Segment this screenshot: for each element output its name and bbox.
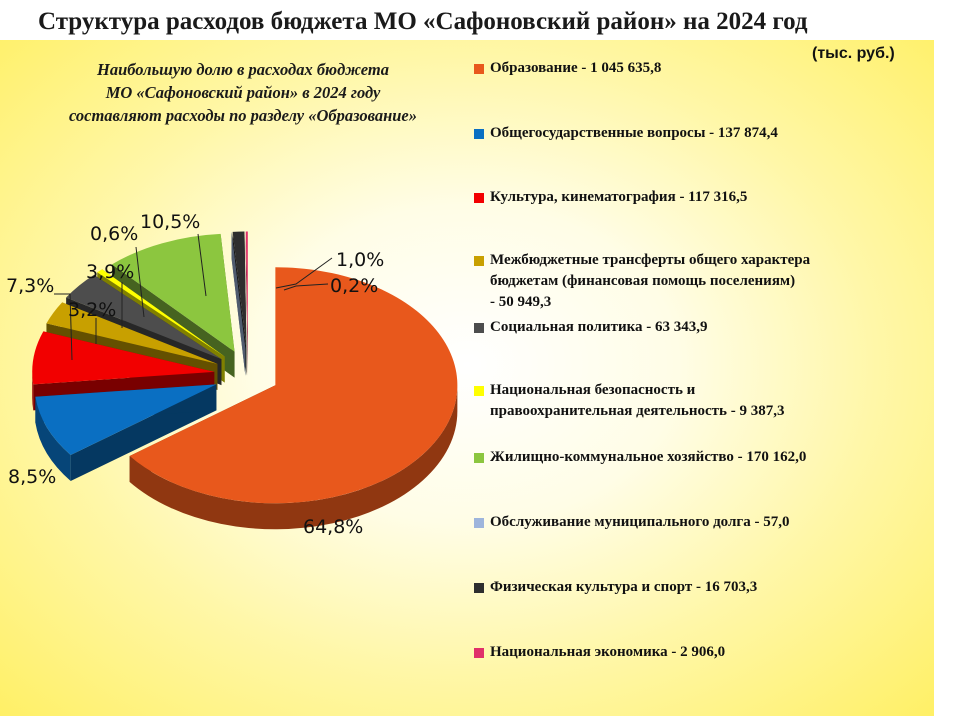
slice-percent-label: 7,3% — [6, 275, 54, 297]
note-line-3: составляют расходы по разделу «Образован… — [68, 106, 417, 125]
legend-item: Образование - 1 045 635,8 — [474, 58, 924, 79]
legend-label: Жилищно-коммунальное хозяйство - 170 162… — [474, 447, 924, 468]
legend-swatch — [474, 518, 484, 528]
pie-slice-top — [111, 233, 235, 352]
note-line-2: МО «Сафоновский район» в 2024 году — [105, 83, 381, 102]
pie-slice-top — [32, 331, 215, 385]
legend-label-line: бюджетам (финансовая помощь поселениям) — [490, 273, 796, 289]
legend-label-line: Межбюджетные трансферты общего характера — [490, 252, 811, 268]
legend-label: Культура, кинематография - 117 316,5 — [474, 187, 924, 208]
legend-label: Физическая культура и спорт - 16 703,3 — [474, 577, 924, 598]
leader-line — [54, 293, 73, 361]
legend-label-line: Культура, кинематография - 117 316,5 — [490, 189, 748, 205]
legend-swatch — [474, 583, 484, 593]
slice-percent-label: 1,0% — [336, 249, 384, 271]
note-line-1: Наибольшую долю в расходах бюджета — [97, 60, 389, 79]
legend-label-line: Образование - 1 045 635,8 — [490, 60, 662, 76]
legend-swatch — [474, 386, 484, 396]
legend-label-line: Общегосударственные вопросы - 137 874,4 — [490, 125, 778, 141]
legend-label-line: Жилищно-коммунальное хозяйство - 170 162… — [490, 449, 807, 465]
pie-slice-rim — [35, 396, 71, 482]
legend-label: Межбюджетные трансферты общего характера… — [474, 250, 924, 313]
legend-item: Национальная безопасность и правоохраните… — [474, 380, 924, 422]
legend-swatch — [474, 323, 484, 333]
legend-label-line: Физическая культура и спорт - 16 703,3 — [490, 579, 758, 595]
pie-slice-top — [129, 267, 458, 504]
page-title: Структура расходов бюджета МО «Сафоновск… — [38, 8, 808, 35]
legend-label: Национальная экономика - 2 906,0 — [474, 642, 924, 663]
legend-swatch — [474, 256, 484, 266]
slice-percent-label: 8,5% — [8, 466, 56, 488]
legend-swatch — [474, 64, 484, 74]
slice-percent-label: 64,8% — [303, 516, 363, 538]
legend-label-line: - 50 949,3 — [490, 294, 552, 310]
pie-slice-top — [46, 302, 218, 364]
units-label: (тыс. руб.) — [812, 45, 895, 62]
legend-label: Образование - 1 045 635,8 — [474, 58, 924, 79]
legend-item: Культура, кинематография - 117 316,5 — [474, 187, 924, 208]
legend-swatch — [474, 453, 484, 463]
pie-slice-top — [97, 269, 225, 357]
slice-percent-label: 0,6% — [90, 223, 138, 245]
legend-item: Физическая культура и спорт - 16 703,3 — [474, 577, 924, 598]
legend-label: Национальная безопасность и правоохраните… — [474, 380, 924, 422]
pie-slice — [245, 231, 248, 376]
leader-line — [197, 233, 207, 297]
legend-swatch — [474, 648, 484, 658]
pie-slice — [35, 384, 217, 482]
legend-swatch — [474, 129, 484, 139]
legend-item: Национальная экономика - 2 906,0 — [474, 642, 924, 663]
pie-slice-top — [232, 231, 247, 350]
leader-line — [275, 257, 333, 289]
pie-slice-wall — [231, 231, 246, 376]
pie-slice-wall — [245, 231, 248, 376]
legend-item: Межбюджетные трансферты общего характера… — [474, 250, 924, 313]
slice-percent-label: 3,9% — [86, 261, 134, 283]
note-text: Наибольшую долю в расходах бюджета МО «С… — [18, 58, 468, 127]
legend-label-line: Социальная политика - 63 343,9 — [490, 319, 708, 335]
pie-slice-top — [245, 231, 248, 350]
legend-swatch — [474, 193, 484, 203]
pie-slice-rim — [129, 385, 458, 530]
legend-label-line: Национальная безопасность и — [490, 382, 696, 398]
legend-item: Социальная политика - 63 343,9 — [474, 317, 924, 338]
pie-slice-rim — [32, 371, 34, 411]
pie-slice — [129, 267, 458, 530]
pie-slice — [231, 231, 246, 376]
legend-item: Обслуживание муниципального долга - 57,0 — [474, 512, 924, 533]
pie-slice-top — [231, 231, 246, 350]
legend-item: Общегосударственные вопросы - 137 874,4 — [474, 123, 924, 144]
slice-percent-label: 3,2% — [68, 299, 116, 321]
legend-label: Общегосударственные вопросы - 137 874,4 — [474, 123, 924, 144]
legend-label-line: Национальная экономика - 2 906,0 — [490, 644, 726, 660]
legend-label: Социальная политика - 63 343,9 — [474, 317, 924, 338]
legend-item: Жилищно-коммунальное хозяйство - 170 162… — [474, 447, 924, 468]
legend-label-line: Обслуживание муниципального долга - 57,0 — [490, 514, 790, 530]
pie-slice-top — [35, 384, 217, 456]
slice-percent-label: 10,5% — [140, 211, 200, 233]
legend-label-line: правоохранительная деятельность - 9 387,… — [490, 403, 785, 419]
legend-label: Обслуживание муниципального долга - 57,0 — [474, 512, 924, 533]
leader-line — [135, 246, 145, 318]
leader-line — [283, 283, 329, 291]
slice-percent-label: 0,2% — [330, 275, 378, 297]
